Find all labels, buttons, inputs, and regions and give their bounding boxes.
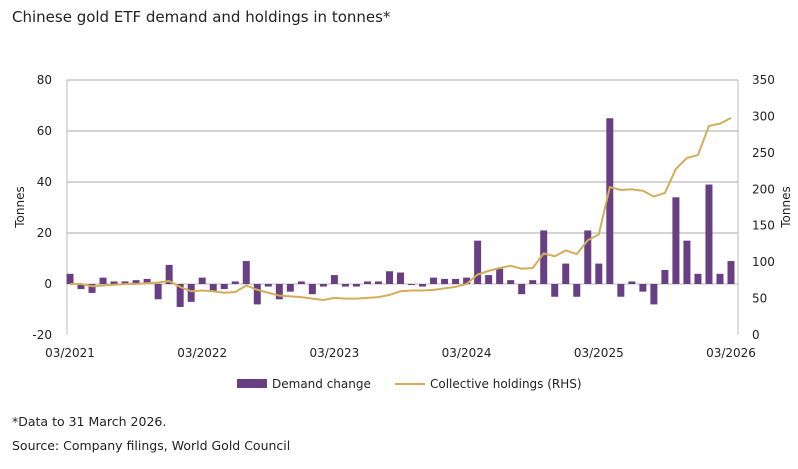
bar (363, 281, 371, 284)
bar (606, 118, 614, 284)
bar (198, 277, 206, 284)
bar (518, 284, 526, 295)
bar (716, 273, 724, 284)
bar (220, 284, 228, 290)
bar (397, 272, 404, 284)
y-tick-label: 80 (37, 73, 52, 87)
bar (121, 281, 129, 284)
bar (297, 281, 305, 284)
bar (385, 271, 393, 284)
bar (209, 284, 217, 292)
bar (683, 240, 691, 284)
bar (88, 284, 96, 293)
bar (661, 269, 669, 284)
bar (286, 284, 294, 292)
bar (573, 284, 581, 297)
bar (551, 284, 559, 297)
bar (496, 268, 504, 284)
bar (694, 273, 702, 284)
bar (66, 273, 74, 284)
bar (562, 263, 570, 284)
bar (187, 284, 195, 302)
legend-label: Collective holdings (RHS) (430, 377, 582, 391)
bar (430, 277, 438, 284)
bar (672, 197, 680, 284)
bar (154, 284, 162, 300)
bar (352, 284, 360, 287)
bar (77, 284, 85, 290)
bar (143, 278, 151, 284)
bar (485, 275, 493, 284)
bar (452, 278, 460, 284)
bar (584, 230, 592, 284)
x-tick-label: 03/2024 (442, 346, 492, 360)
bar (132, 280, 140, 284)
bar (374, 281, 382, 284)
bar (474, 240, 482, 284)
bar (308, 284, 316, 295)
bar (330, 275, 338, 284)
source: Source: Company filings, World Gold Coun… (12, 438, 291, 453)
y2-tick-label: 300 (752, 109, 775, 123)
bar (617, 284, 625, 297)
bar (275, 284, 283, 300)
chart-title: Chinese gold ETF demand and holdings in … (12, 8, 391, 26)
bar (650, 284, 658, 305)
y2-tick-label: 150 (752, 219, 775, 233)
x-tick-label: 03/2023 (309, 346, 359, 360)
x-tick-label: 03/2026 (706, 346, 756, 360)
bar (705, 184, 713, 284)
y2-tick-label: 350 (752, 73, 775, 87)
bar (419, 284, 427, 287)
bar (341, 284, 349, 287)
y2-axis-label: Tonnes (779, 186, 793, 228)
bar (110, 281, 118, 284)
y2-tick-label: 250 (752, 146, 775, 160)
bar (727, 261, 735, 284)
holdings-line (70, 117, 732, 302)
bar (628, 281, 636, 284)
y-axis-label: Tonnes (13, 186, 27, 228)
bar (408, 284, 416, 285)
y-tick-label: 40 (37, 175, 52, 189)
bar (99, 277, 107, 284)
bar (231, 281, 239, 284)
y2-tick-label: 0 (752, 328, 760, 342)
bar (165, 264, 173, 284)
y-tick-label: 20 (37, 226, 52, 240)
y-tick-label: -20 (32, 328, 52, 342)
bar (639, 284, 647, 292)
bar (253, 284, 261, 305)
bar (441, 278, 449, 284)
bar (529, 280, 537, 284)
x-tick-label: 03/2025 (574, 346, 624, 360)
x-tick-label: 03/2022 (177, 346, 227, 360)
legend-label: Demand change (272, 377, 371, 391)
x-tick-label: 03/2021 (45, 346, 95, 360)
bar (264, 284, 272, 287)
y-tick-label: 60 (37, 124, 52, 138)
legend-bar-swatch (237, 379, 267, 388)
y-tick-label: 0 (44, 277, 52, 291)
bar (176, 284, 184, 307)
bar (319, 284, 327, 287)
bar (507, 280, 515, 284)
bar (595, 263, 603, 284)
y2-tick-label: 100 (752, 255, 775, 269)
bar (463, 277, 471, 284)
bar (242, 261, 250, 284)
y2-tick-label: 200 (752, 182, 775, 196)
bar (540, 230, 548, 284)
y2-tick-label: 50 (752, 292, 767, 306)
footnote: *Data to 31 March 2026. (12, 414, 167, 429)
